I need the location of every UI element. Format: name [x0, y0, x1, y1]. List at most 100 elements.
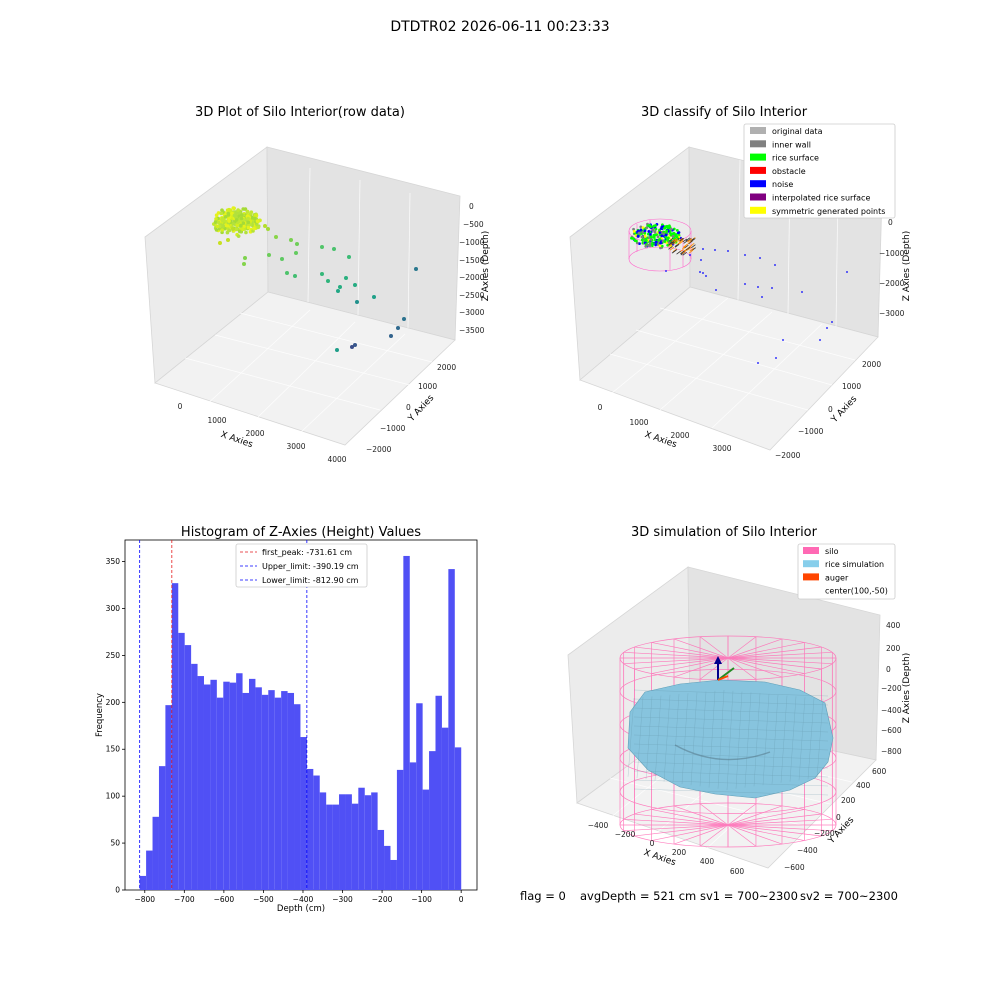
classified-point — [667, 224, 671, 228]
scatter-point — [234, 218, 239, 222]
p4-ytick: 0 — [836, 813, 841, 822]
hist-xtick-label: −500 — [253, 895, 274, 904]
rice-mesh-line — [726, 690, 734, 791]
rice-mesh-line — [663, 694, 671, 782]
scatter-point — [347, 255, 351, 259]
scatter-point — [255, 219, 260, 224]
scatter-point — [214, 217, 218, 221]
scatter-point — [219, 211, 224, 216]
silo-strut — [727, 636, 757, 659]
legend-label: original data — [772, 127, 823, 136]
p2-xtick: 3000 — [712, 444, 731, 453]
hist-bar — [448, 569, 455, 890]
noise-point — [759, 257, 761, 259]
rice-mesh-line — [654, 695, 662, 781]
p1-zlabel: Z Axies (Depth) — [481, 231, 491, 302]
p2-zlabel: Z Axies (Depth) — [902, 231, 912, 302]
hist-ytick-label: 350 — [106, 557, 121, 566]
p4-ztick: −400 — [881, 706, 902, 715]
classified-point — [640, 238, 644, 242]
scatter-point — [396, 326, 400, 330]
classified-point — [648, 224, 652, 227]
legend-swatch — [803, 573, 819, 581]
hist-ytick-label: 50 — [110, 839, 120, 848]
silo-strut — [727, 805, 783, 826]
classified-point — [676, 241, 681, 246]
p4-zlabel: Z Axies (Depth) — [902, 653, 912, 724]
p1-ztick: −3000 — [459, 308, 485, 317]
scatter-point — [236, 208, 240, 212]
rice-mesh-line — [633, 716, 829, 724]
p1-ytick: 1000 — [418, 382, 437, 391]
silo-strut — [634, 646, 729, 659]
classified-point — [632, 237, 635, 241]
hist-bar — [384, 845, 391, 890]
scatter-point — [243, 256, 247, 260]
hist-bar — [377, 829, 385, 890]
hist-bar — [454, 747, 462, 890]
scatter-point — [241, 221, 246, 225]
footer-flag: flag = 0 — [520, 889, 566, 903]
legend-label: interpolated rice surface — [772, 194, 870, 203]
scatter-point — [239, 216, 244, 221]
rice-mesh-line — [735, 691, 743, 789]
scatter-point — [246, 216, 250, 221]
silo-strut — [651, 824, 729, 841]
classified-point — [632, 227, 635, 231]
classified-point — [636, 234, 640, 238]
rice-mesh-line — [717, 689, 725, 789]
scatter-point — [344, 276, 348, 280]
p4-ztick: 400 — [886, 621, 901, 630]
classified-point — [684, 244, 689, 249]
silo-strut — [727, 824, 783, 845]
p4-ztick: 200 — [886, 644, 901, 653]
classified-point — [659, 227, 663, 230]
silo-strut — [623, 651, 729, 659]
classified-point — [665, 229, 669, 233]
p1-ztick: −1000 — [459, 238, 485, 247]
scatter-point — [244, 230, 248, 235]
scatter-point — [231, 206, 236, 210]
classified-point — [654, 227, 658, 231]
scatter-point — [338, 285, 342, 289]
p1-xtick: 3000 — [286, 442, 305, 451]
p1-xtick: 2000 — [245, 429, 264, 438]
classified-point — [683, 240, 688, 244]
classified-point — [648, 241, 652, 245]
scatter-point — [240, 227, 245, 232]
hist-bar — [319, 792, 327, 890]
noise-point — [727, 250, 729, 252]
classified-point — [645, 226, 649, 230]
classified-point — [675, 228, 679, 232]
silo-strut — [634, 813, 729, 826]
hist-legend: first_peak: -731.61 cm Upper_limit: -390.… — [235, 543, 368, 588]
hist-bars — [139, 555, 462, 890]
p2-ytick: 2000 — [862, 360, 881, 369]
p2-legend: original data inner wall rice surface obsta… — [743, 123, 896, 219]
legend-label: rice simulation — [825, 560, 884, 569]
classified-point — [687, 238, 692, 243]
scatter-point — [280, 257, 284, 261]
panel-3-title: Histogram of Z-Axies (Height) Values — [181, 525, 421, 540]
panel-raw-3d: 3D Plot of Silo Interior(row data) 0 100… — [144, 105, 491, 464]
p4-xtick: 0 — [650, 839, 655, 848]
hist-bar — [403, 555, 410, 890]
hist-legend-label: Lower_limit: -812.90 cm — [262, 576, 359, 585]
hist-bar — [358, 787, 365, 890]
scatter-point — [225, 230, 230, 235]
classified-point — [666, 226, 670, 230]
noise-point — [774, 264, 776, 266]
rice-mesh-line — [708, 690, 716, 788]
noise-point — [715, 289, 717, 291]
scatter-point — [353, 283, 357, 287]
scatter-point — [267, 253, 271, 257]
rice-mesh-line — [744, 692, 752, 788]
auger — [714, 656, 735, 681]
hist-bar — [306, 768, 314, 890]
scatter-point — [237, 229, 242, 234]
scatter-point — [248, 212, 253, 216]
hist-bar — [429, 751, 436, 890]
p2-ztick: 0 — [888, 218, 893, 227]
hist-bar — [152, 816, 159, 890]
